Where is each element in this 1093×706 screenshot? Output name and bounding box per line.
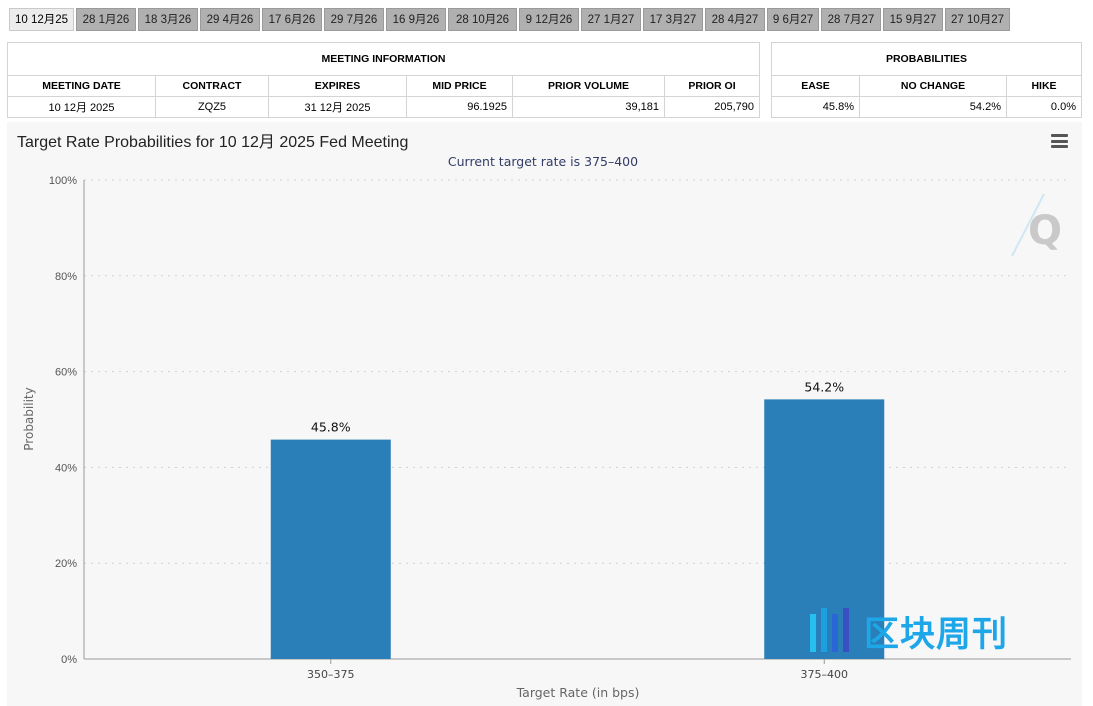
y-tick-label: 100% [49,175,77,187]
y-tick-label: 0% [61,654,77,666]
x-tick-label: 375–400 [801,668,849,681]
chart-title: Target Rate Probabilities for 10 12月 202… [17,134,409,151]
tab-3[interactable]: 29 4月26 [200,8,260,31]
y-tick-label: 40% [55,462,77,474]
chart-menu-icon[interactable] [1051,134,1068,148]
header-contract: CONTRACT [155,75,269,97]
contract-value: ZQZ5 [155,96,269,118]
prior-oi-value: 205,790 [664,96,760,118]
header-expires: EXPIRES [268,75,407,97]
watermark-logo: 区块周刊 [806,604,1076,658]
header-no-change: NO CHANGE [859,75,1007,97]
header-mid-price: MID PRICE [406,75,513,97]
bar-value-label: 54.2% [804,379,844,394]
table-row: 10 12月 2025 ZQZ5 31 12月 2025 96.1925 39,… [7,96,760,118]
hike-value: 0.0% [1006,96,1082,118]
expires-value: 31 12月 2025 [268,96,407,118]
tab-1[interactable]: 28 1月26 [76,8,136,31]
tab-11[interactable]: 28 4月27 [705,8,765,31]
watermark-corner-mark: Q [1028,208,1062,254]
y-axis-label: Probability [22,387,36,450]
probabilities-table: PROBABILITIES EASE NO CHANGE HIKE 45.8% … [771,42,1082,118]
tab-13[interactable]: 28 7月27 [821,8,881,31]
no-change-value: 54.2% [859,96,1007,118]
header-prior-oi: PRIOR OI [664,75,760,97]
bar-0[interactable] [270,439,391,659]
header-prior-volume: PRIOR VOLUME [512,75,665,97]
tab-4[interactable]: 17 6月26 [262,8,322,31]
q-watermark-icon: Q [1011,193,1062,257]
chart-subtitle: Current target rate is 375–400 [448,154,638,169]
tab-2[interactable]: 18 3月26 [138,8,198,31]
header-hike: HIKE [1006,75,1082,97]
ease-value: 45.8% [771,96,860,118]
tab-0[interactable]: 10 12月25 [9,8,74,31]
tab-7[interactable]: 28 10月26 [448,8,517,31]
y-tick-label: 20% [55,558,77,570]
meeting-date-value: 10 12月 2025 [7,96,156,118]
watermark-text: 区块周刊 [864,615,1009,655]
tab-10[interactable]: 17 3月27 [643,8,703,31]
tab-15[interactable]: 27 10月27 [945,8,1010,31]
bar-value-label: 45.8% [311,420,351,435]
watermark-bars-icon [810,608,849,652]
header-meeting-date: MEETING DATE [7,75,156,97]
tab-12[interactable]: 9 6月27 [767,8,819,31]
header-ease: EASE [771,75,860,97]
meeting-date-tabs: 10 12月25 28 1月26 18 3月26 29 4月26 17 6月26 29 7… [9,8,1089,31]
tab-8[interactable]: 9 12月26 [519,8,579,31]
meeting-information-title: MEETING INFORMATION [7,42,760,76]
tab-5[interactable]: 29 7月26 [324,8,384,31]
probability-chart: Target Rate Probabilities for 10 12月 202… [7,122,1082,706]
meeting-information-table: MEETING INFORMATION MEETING DATE CONTRAC… [7,42,760,118]
x-axis-label: Target Rate (in bps) [516,685,640,700]
tab-9[interactable]: 27 1月27 [581,8,641,31]
y-tick-label: 60% [55,367,77,379]
x-tick-label: 350–375 [307,668,355,681]
mid-price-value: 96.1925 [406,96,513,118]
prior-volume-value: 39,181 [512,96,665,118]
tab-14[interactable]: 15 9月27 [883,8,943,31]
table-row: 45.8% 54.2% 0.0% [771,96,1082,118]
y-tick-label: 80% [55,271,77,283]
tab-6[interactable]: 16 9月26 [386,8,446,31]
probabilities-title: PROBABILITIES [771,42,1082,76]
